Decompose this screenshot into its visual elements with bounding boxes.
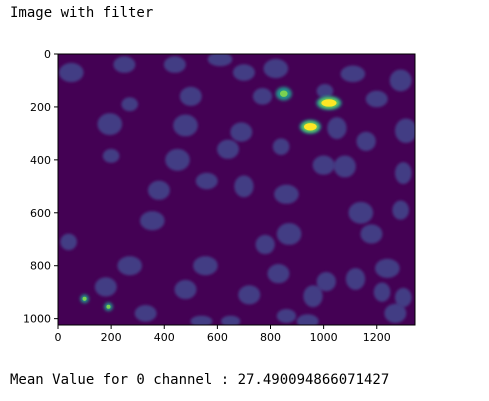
cell-blob <box>312 155 335 175</box>
hotspot-core <box>106 304 111 309</box>
cell-blob <box>173 114 198 137</box>
x-tick-label: 1000 <box>310 331 338 344</box>
x-tick-label: 1200 <box>363 331 391 344</box>
hotspot <box>80 294 89 304</box>
output-title: Image with filter <box>10 5 154 21</box>
cell-blob <box>134 304 157 322</box>
cell-blob <box>356 131 376 152</box>
cell-blob <box>276 308 297 324</box>
cell-blob <box>340 65 366 83</box>
cell-blob <box>316 271 337 292</box>
y-tick-label: 400 <box>30 154 51 167</box>
cell-blob <box>348 201 374 224</box>
cell-blob <box>220 315 241 325</box>
cell-blob <box>192 255 218 276</box>
cell-blob <box>255 234 275 255</box>
hotspot-core <box>303 123 317 131</box>
cell-blob <box>232 64 256 81</box>
cell-blob <box>147 180 171 201</box>
cell-blob <box>345 267 366 291</box>
cell-blob <box>207 54 233 67</box>
cell-blob <box>296 314 319 325</box>
hotspot <box>316 96 342 110</box>
cell-blob <box>139 210 165 231</box>
cell-blob <box>179 86 202 107</box>
cell-blob <box>58 62 84 83</box>
cell-blob <box>163 56 186 74</box>
cell-blob <box>117 255 143 276</box>
cell-blob <box>97 113 123 136</box>
cell-blob <box>394 162 412 185</box>
y-tick-label: 200 <box>30 101 51 114</box>
x-tick-label: 0 <box>55 331 62 344</box>
y-tick-label: 600 <box>30 207 51 220</box>
cell-blob <box>267 263 290 284</box>
hotspot-core <box>279 90 288 97</box>
cell-blob <box>60 233 78 251</box>
cell-blob <box>365 90 388 108</box>
cell-blob <box>121 97 139 112</box>
cell-blob <box>174 279 197 300</box>
hotspot <box>299 119 321 134</box>
hotspot <box>275 87 292 101</box>
cell-blob <box>195 172 218 190</box>
cell-blob <box>216 139 240 160</box>
cell-blob <box>94 277 117 297</box>
cell-blob <box>263 58 289 79</box>
cell-blob <box>384 303 407 324</box>
y-tick-label: 800 <box>30 260 51 273</box>
cell-blob <box>316 83 334 99</box>
cell-blob <box>392 200 410 220</box>
x-tick-label: 800 <box>260 331 281 344</box>
x-tick-label: 400 <box>154 331 175 344</box>
cell-blob <box>190 315 213 325</box>
cell-blob <box>327 117 347 140</box>
cell-blob <box>374 258 400 279</box>
cell-blob <box>234 175 254 198</box>
hotspots-layer <box>80 87 342 312</box>
hotspot <box>104 302 113 312</box>
y-tick-label: 1000 <box>23 313 51 326</box>
cell-blob <box>165 148 190 171</box>
cell-blob <box>333 155 356 178</box>
cell-blob <box>276 222 302 246</box>
cell-blob <box>113 56 136 74</box>
cells-layer <box>58 54 415 325</box>
cell-blob <box>102 148 120 164</box>
cell-blob <box>252 87 273 105</box>
y-axis: 0 200 400 600 800 1000 <box>23 48 58 326</box>
y-tick-label: 0 <box>44 48 51 61</box>
cell-blob <box>230 122 253 142</box>
cell-blob <box>360 224 383 244</box>
cell-blob <box>303 285 323 308</box>
hotspot-core <box>82 296 87 301</box>
x-tick-label: 200 <box>101 331 122 344</box>
cell-blob <box>272 138 290 156</box>
cell-blob <box>273 184 299 205</box>
mean-value-text: Mean Value for 0 channel : 27.4900948660… <box>10 372 390 388</box>
cell-blob <box>238 285 261 305</box>
cell-blob <box>373 282 391 302</box>
hotspot-core <box>321 99 337 107</box>
cell-blob <box>394 118 415 144</box>
cell-blob <box>389 69 412 92</box>
axes-frame <box>57 53 416 326</box>
x-axis: 0 200 400 600 800 1000 1200 <box>55 325 391 344</box>
x-tick-label: 600 <box>207 331 228 344</box>
